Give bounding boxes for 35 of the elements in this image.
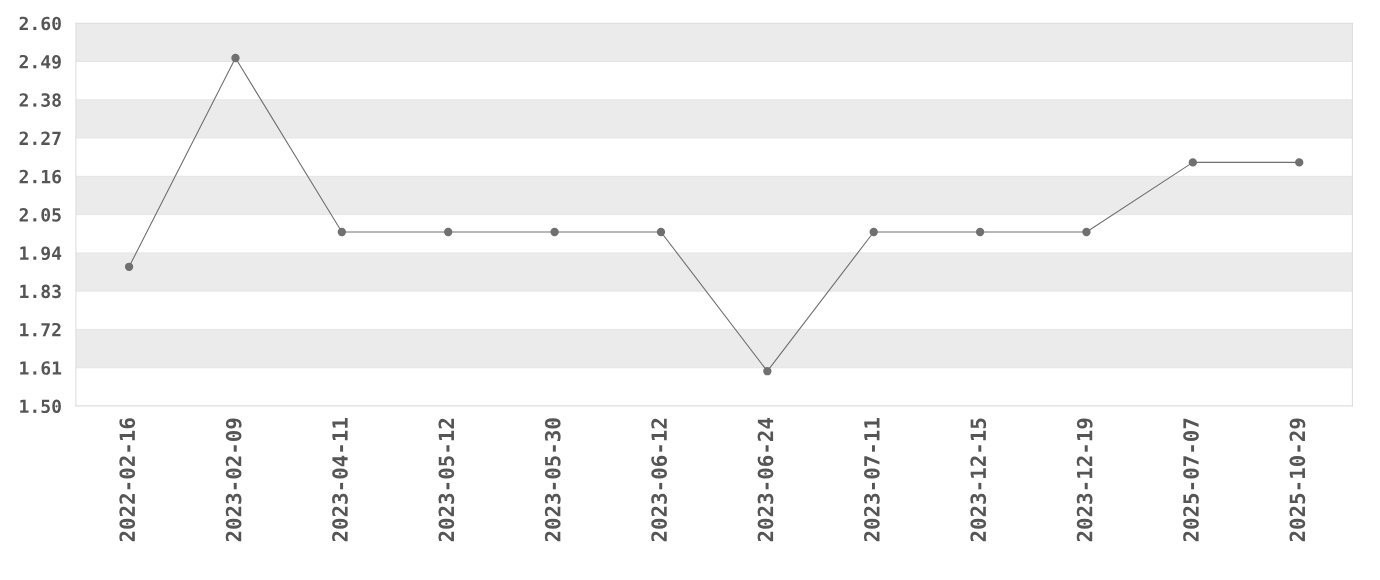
y-tick-label: 2.38: [19, 93, 61, 107]
x-tick-label: 2023-02-09: [225, 418, 242, 542]
y-tick-label: 1.72: [20, 322, 61, 337]
y-tick-label: 1.50: [20, 399, 61, 414]
x-tick-label: 2023-04-11: [332, 418, 348, 542]
x-tick-label: 2022-02-16: [119, 418, 136, 542]
point: [656, 227, 666, 237]
y-tick-label: 1.83: [20, 284, 61, 299]
point: [1082, 227, 1091, 237]
x-tick-label: 2023-06-24: [757, 418, 774, 542]
x-tick-label: 2023-05-30: [544, 418, 561, 542]
y-tick-label: 1.61: [20, 361, 62, 375]
x-tick-label: 2023-06-12: [651, 418, 668, 542]
y-tick-label: 2.49: [19, 54, 61, 69]
point: [1188, 158, 1197, 167]
point: [763, 367, 772, 376]
x-tick-label: 2023-12-15: [970, 418, 987, 542]
point: [550, 227, 559, 237]
x-tick-label: 2025-10-29: [1289, 418, 1306, 542]
point: [1295, 158, 1304, 167]
point: [975, 227, 985, 237]
x-tick-label: 2025-07-07: [1183, 418, 1199, 542]
point: [869, 227, 878, 237]
point: [231, 53, 240, 63]
point: [337, 227, 346, 237]
y-tick-label: 1.94: [20, 246, 62, 261]
x-tick-label: 2023-05-12: [438, 418, 455, 542]
y-tick-label: 2.60: [19, 16, 61, 31]
x-tick-label: 2023-12-19: [1076, 418, 1093, 542]
point: [444, 227, 453, 237]
y-tick-label: 2.16: [19, 169, 62, 184]
y-tick-label: 2.27: [19, 131, 61, 145]
point: [124, 262, 134, 271]
x-tick-label: 2023-07-11: [864, 418, 880, 542]
y-tick-label: 2.05: [19, 208, 61, 222]
